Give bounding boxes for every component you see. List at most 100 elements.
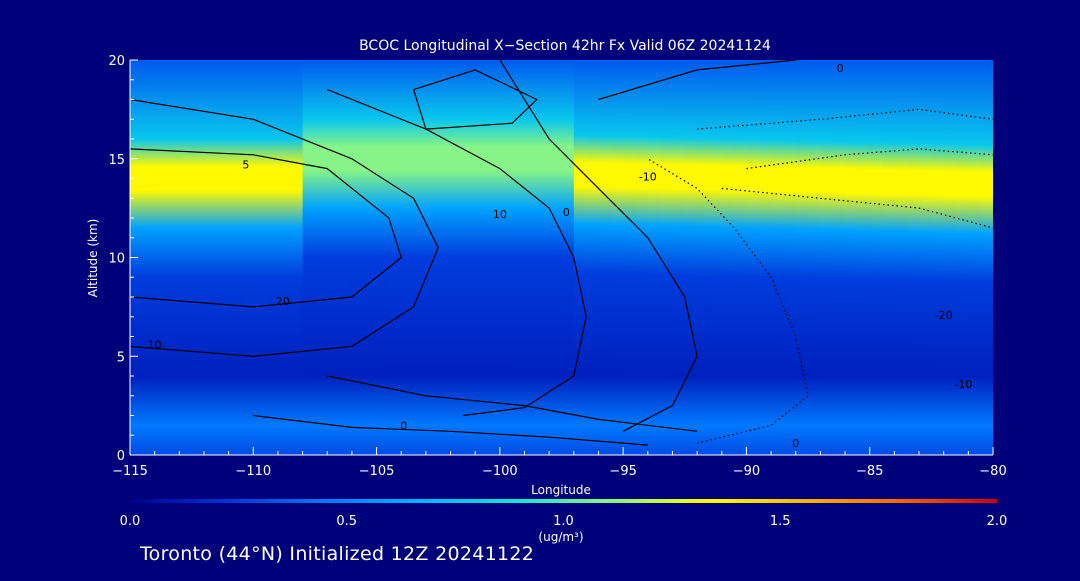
contour-labels: 0 -10 10 0 5 20 10 0 0 -10 -20 — [148, 62, 973, 450]
field-column — [623, 60, 637, 455]
field-column — [265, 60, 279, 455]
contour-line — [721, 187, 993, 229]
y-tick-label: 15 — [108, 153, 125, 168]
axes: −115 −110 −105 −100 −95 −90 −85 −80 0 5 10 15 20 — [108, 54, 1006, 479]
field-column — [672, 60, 686, 455]
x-tick-label: −115 — [112, 464, 148, 479]
contour-line — [412, 69, 538, 130]
field-column — [610, 60, 624, 455]
colorbar-units: (ug/m³) — [538, 530, 583, 544]
plot-area: 0 -10 10 0 5 20 10 0 0 -10 -20 — [130, 60, 993, 455]
field-column — [302, 60, 316, 455]
field-column — [783, 60, 797, 455]
contour-line — [253, 414, 648, 446]
colorbar-tick-label: 1.0 — [553, 514, 574, 529]
field-column — [512, 60, 526, 455]
contour-label: -10 — [954, 378, 972, 391]
field-column — [462, 60, 476, 455]
field-column — [191, 60, 205, 455]
field-column — [894, 60, 908, 455]
field-column — [573, 60, 587, 455]
field-column — [524, 60, 538, 455]
field-column — [598, 60, 612, 455]
contour-label: 5 — [242, 159, 249, 172]
field-column — [277, 60, 291, 455]
field-column — [586, 60, 600, 455]
field-column — [919, 60, 932, 455]
contour-lines — [130, 60, 993, 446]
field-column — [388, 60, 402, 455]
field-column — [684, 60, 698, 455]
field-column — [968, 60, 982, 455]
field-column — [487, 60, 501, 455]
contour-label: -20 — [935, 309, 953, 322]
contour-line — [130, 98, 439, 357]
x-tick-label: −100 — [482, 464, 518, 479]
field-column — [413, 60, 427, 455]
contour-line — [746, 148, 993, 170]
field-column — [931, 60, 945, 455]
colorbar-strip — [130, 499, 997, 503]
field-column — [179, 60, 193, 455]
field-column — [795, 60, 809, 455]
field-column — [771, 60, 785, 455]
field-column — [746, 60, 760, 455]
field-column — [857, 60, 871, 455]
field-column — [561, 60, 575, 455]
field-column — [203, 60, 217, 455]
field-column — [364, 60, 378, 455]
field-column — [869, 60, 883, 455]
footer-subtitle: Toronto (44°N) Initialized 12Z 20241122 — [140, 543, 535, 565]
colorbar-tick-label: 0.0 — [120, 514, 141, 529]
field-column — [647, 60, 661, 455]
field-column — [832, 60, 846, 455]
field-column — [401, 60, 415, 455]
contour-label: 0 — [837, 62, 844, 75]
x-tick-label: −105 — [359, 464, 395, 479]
field-column — [660, 60, 674, 455]
field-column — [290, 60, 304, 455]
field-column — [327, 60, 341, 455]
field-column — [154, 60, 168, 455]
contour-label: 0 — [400, 419, 407, 432]
field-column — [882, 60, 895, 455]
y-tick-label: 5 — [117, 350, 125, 365]
contour-line — [598, 60, 796, 101]
x-axis-label: Longitude — [531, 483, 591, 497]
field-column — [499, 60, 513, 455]
colorbar-tick-label: 0.5 — [336, 514, 357, 529]
chart-title: BCOC Longitudinal X−Section 42hr Fx Vali… — [359, 38, 771, 54]
field-column — [635, 60, 649, 455]
field-column — [339, 60, 353, 455]
field-column — [166, 60, 180, 455]
field-column — [438, 60, 452, 455]
field-column — [475, 60, 489, 455]
y-tick-label: 0 — [117, 449, 125, 464]
contour-label: 20 — [276, 295, 290, 308]
y-tick-label: 20 — [108, 54, 125, 69]
concentration-field — [130, 60, 993, 455]
contour-line — [327, 89, 587, 417]
contour-label: 10 — [493, 208, 507, 221]
field-column — [314, 60, 328, 455]
x-tick-label: −90 — [733, 464, 760, 479]
field-column — [709, 60, 723, 455]
field-column — [943, 60, 957, 455]
contour-line — [130, 148, 402, 308]
field-column — [536, 60, 550, 455]
field-column — [450, 60, 464, 455]
field-column — [758, 60, 772, 455]
x-tick-label: −95 — [609, 464, 636, 479]
contour-label: 10 — [148, 338, 162, 351]
contour-label: -10 — [639, 171, 657, 184]
field-column — [142, 60, 156, 455]
x-tick-label: −80 — [979, 464, 1006, 479]
field-column — [376, 60, 390, 455]
field-column — [734, 60, 748, 455]
field-column — [216, 60, 230, 455]
field-column — [820, 60, 834, 455]
colorbar-tick-label: 2.0 — [987, 514, 1008, 529]
x-tick-label: −110 — [235, 464, 271, 479]
field-column — [549, 60, 563, 455]
